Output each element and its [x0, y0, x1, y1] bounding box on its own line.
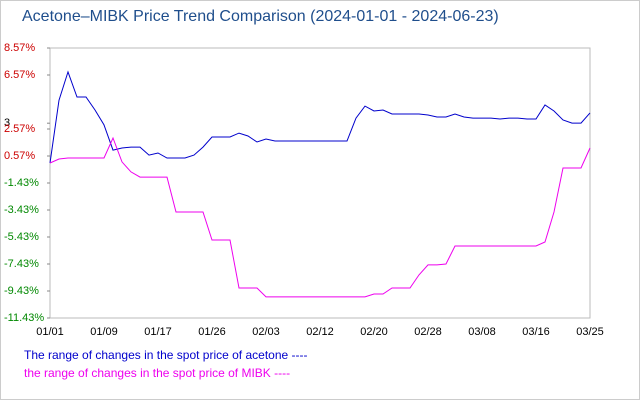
y-tick-label: -9.43% — [4, 285, 39, 297]
series-line — [49, 70, 591, 164]
x-tick-label: 02/20 — [360, 326, 388, 338]
x-tick-label: 01/09 — [90, 326, 118, 338]
x-tick-label: 01/26 — [198, 326, 226, 338]
y-tick-label: -3.43% — [4, 204, 39, 216]
y-tick-label: -1.43% — [4, 177, 39, 189]
x-tick-label: 02/28 — [414, 326, 442, 338]
legend-entry: The range of changes in the spot price o… — [24, 348, 308, 362]
y-tick-label: -7.43% — [4, 258, 39, 270]
y-tick-label: -5.43% — [4, 231, 39, 243]
y-tick-label: 6.57% — [4, 69, 35, 81]
y-tick-label: 0.57% — [4, 150, 35, 162]
x-tick-label: 03/08 — [468, 326, 496, 338]
x-tick-label: 01/01 — [36, 326, 64, 338]
x-tick-label: 02/03 — [252, 326, 280, 338]
x-tick-label: 02/12 — [306, 326, 334, 338]
y-tick-label: -11.43% — [4, 312, 44, 324]
y-tick-label: 2.57% — [4, 123, 35, 135]
chart-title: Acetone–MIBK Price Trend Comparison (202… — [22, 8, 499, 25]
legend-entry: the range of changes in the spot price o… — [24, 366, 290, 380]
x-tick-label: 01/17 — [144, 326, 172, 338]
y-tick-label: 8.57% — [4, 42, 35, 54]
y-tick-label: 3 — [4, 117, 10, 129]
series-line — [49, 136, 591, 298]
x-tick-label: 03/16 — [522, 326, 550, 338]
x-tick-label: 03/25 — [576, 326, 604, 338]
